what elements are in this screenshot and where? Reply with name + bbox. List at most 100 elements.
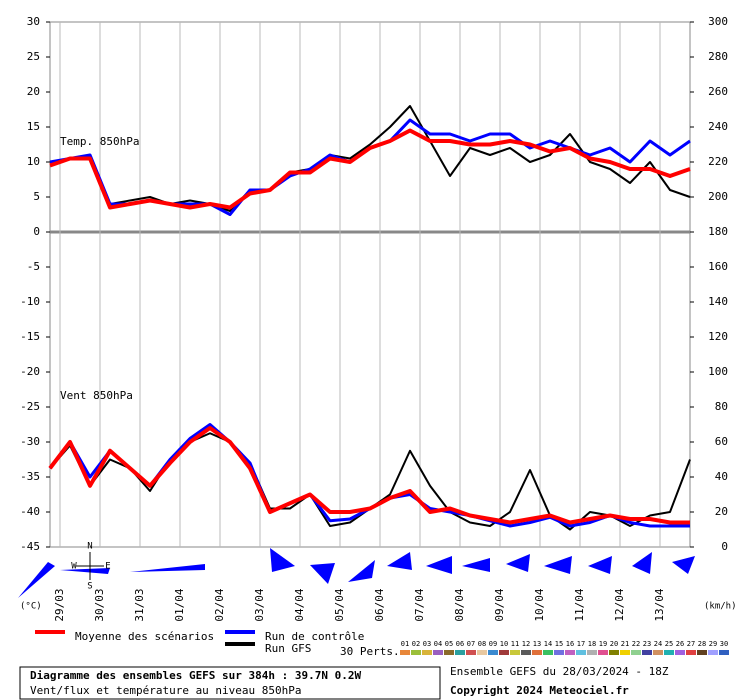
footer-subtitle: Vent/flux et température au niveau 850hP… (30, 684, 302, 697)
y-tick-label: -5 (27, 260, 40, 273)
y-tick-label: 25 (27, 50, 40, 63)
x-tick-label: 30/03 (93, 588, 106, 621)
x-tick-label: 06/04 (373, 588, 386, 621)
pert-label: 28 (698, 640, 706, 648)
pert-label: 11 (511, 640, 519, 648)
x-tick-label: 09/04 (493, 588, 506, 621)
x-tick-label: 05/04 (333, 588, 346, 621)
pert-swatch (708, 650, 718, 655)
arrow (462, 558, 490, 572)
pert-label: 08 (478, 640, 486, 648)
pert-swatch (675, 650, 685, 655)
pert-swatch (477, 650, 487, 655)
x-tick-label: 07/04 (413, 588, 426, 621)
footer-box (19, 666, 441, 700)
pert-swatch (444, 650, 454, 655)
legend-label: Run GFS (265, 642, 311, 655)
y2-tick-label: 240 (708, 120, 728, 133)
run-label: Ensemble GEFS du 28/03/2024 - 18Z (450, 665, 669, 678)
pert-label: 20 (610, 640, 618, 648)
y2-tick-label: 200 (708, 190, 728, 203)
pert-label: 06 (456, 640, 464, 648)
pert-swatch (576, 650, 586, 655)
pert-label: 21 (621, 640, 629, 648)
y2-tick-label: 180 (708, 225, 728, 238)
pert-swatch (554, 650, 564, 655)
pert-label: 27 (687, 640, 695, 648)
arrow (588, 556, 612, 574)
pert-swatch (510, 650, 520, 655)
arrow (310, 563, 335, 584)
pert-swatch (466, 650, 476, 655)
y2-tick-label: 120 (708, 330, 728, 343)
plot-area (49, 21, 691, 548)
pert-label: 23 (643, 640, 651, 648)
wind-line (48, 426, 690, 525)
pert-swatch (565, 650, 575, 655)
pert-swatch (433, 650, 443, 655)
y2-tick-label: 260 (708, 85, 728, 98)
y-tick-label: -25 (20, 400, 40, 413)
pert-swatch (609, 650, 619, 655)
arrow (544, 556, 572, 574)
x-tick-label: 12/04 (613, 588, 626, 621)
pert-swatch (488, 650, 498, 655)
y-tick-label: -10 (20, 295, 40, 308)
pert-label: 24 (654, 640, 662, 648)
pert-label: 04 (434, 640, 442, 648)
pert-label: 22 (632, 640, 640, 648)
y-tick-label: -15 (20, 330, 40, 343)
y2-tick-label: 60 (715, 435, 728, 448)
temp-line (49, 128, 691, 210)
wind-panel-label: Vent 850hPa (60, 389, 133, 402)
y2-axis-label: (km/h) (704, 602, 737, 612)
arrow (506, 554, 530, 572)
perts-label: 30 Perts. (340, 645, 400, 658)
x-tick-label: 13/04 (653, 588, 666, 621)
pert-label: 18 (588, 640, 596, 648)
arrow (387, 552, 412, 570)
pert-label: 01 (401, 640, 409, 648)
arrow (60, 568, 110, 574)
pert-swatch (631, 650, 641, 655)
y-tick-label: -40 (20, 505, 40, 518)
footer-title: Diagramme des ensembles GEFS sur 384h : … (30, 669, 362, 682)
wind-arrows (18, 548, 695, 598)
y2-tick-label: 300 (708, 15, 728, 28)
x-tick-label: 10/04 (533, 588, 546, 621)
arrow (426, 556, 452, 574)
y2-tick-label: 40 (715, 470, 728, 483)
y-tick-label: -35 (20, 470, 40, 483)
compass-n: N (87, 542, 92, 552)
pert-label: 17 (577, 640, 585, 648)
temp-panel-label: Temp. 850hPa (60, 135, 139, 148)
y-tick-label: 30 (27, 15, 40, 28)
pert-label: 26 (676, 640, 684, 648)
pert-label: 30 (720, 640, 728, 648)
pert-swatch (598, 650, 608, 655)
pert-label: 13 (533, 640, 541, 648)
y-tick-label: 5 (33, 190, 40, 203)
pert-label: 09 (489, 640, 497, 648)
y-tick-label: 20 (27, 85, 40, 98)
arrow (18, 562, 55, 598)
pert-swatch (719, 650, 729, 655)
y-tick-label: -30 (20, 435, 40, 448)
x-tick-label: 03/04 (253, 588, 266, 621)
pert-swatch (455, 650, 465, 655)
y-tick-label: -45 (20, 540, 40, 553)
arrow (632, 552, 652, 574)
pert-swatch (642, 650, 652, 655)
pert-label: 07 (467, 640, 475, 648)
x-tick-label: 01/04 (173, 588, 186, 621)
compass-e: E (105, 562, 110, 572)
pert-swatch (411, 650, 421, 655)
x-tick-label: 11/04 (573, 588, 586, 621)
pert-swatch (422, 650, 432, 655)
pert-label: 19 (599, 640, 607, 648)
compass (76, 552, 104, 580)
x-tick-label: 29/03 (53, 588, 66, 621)
pert-label: 02 (412, 640, 420, 648)
pert-swatch (587, 650, 597, 655)
x-tick-label: 04/04 (293, 588, 306, 621)
